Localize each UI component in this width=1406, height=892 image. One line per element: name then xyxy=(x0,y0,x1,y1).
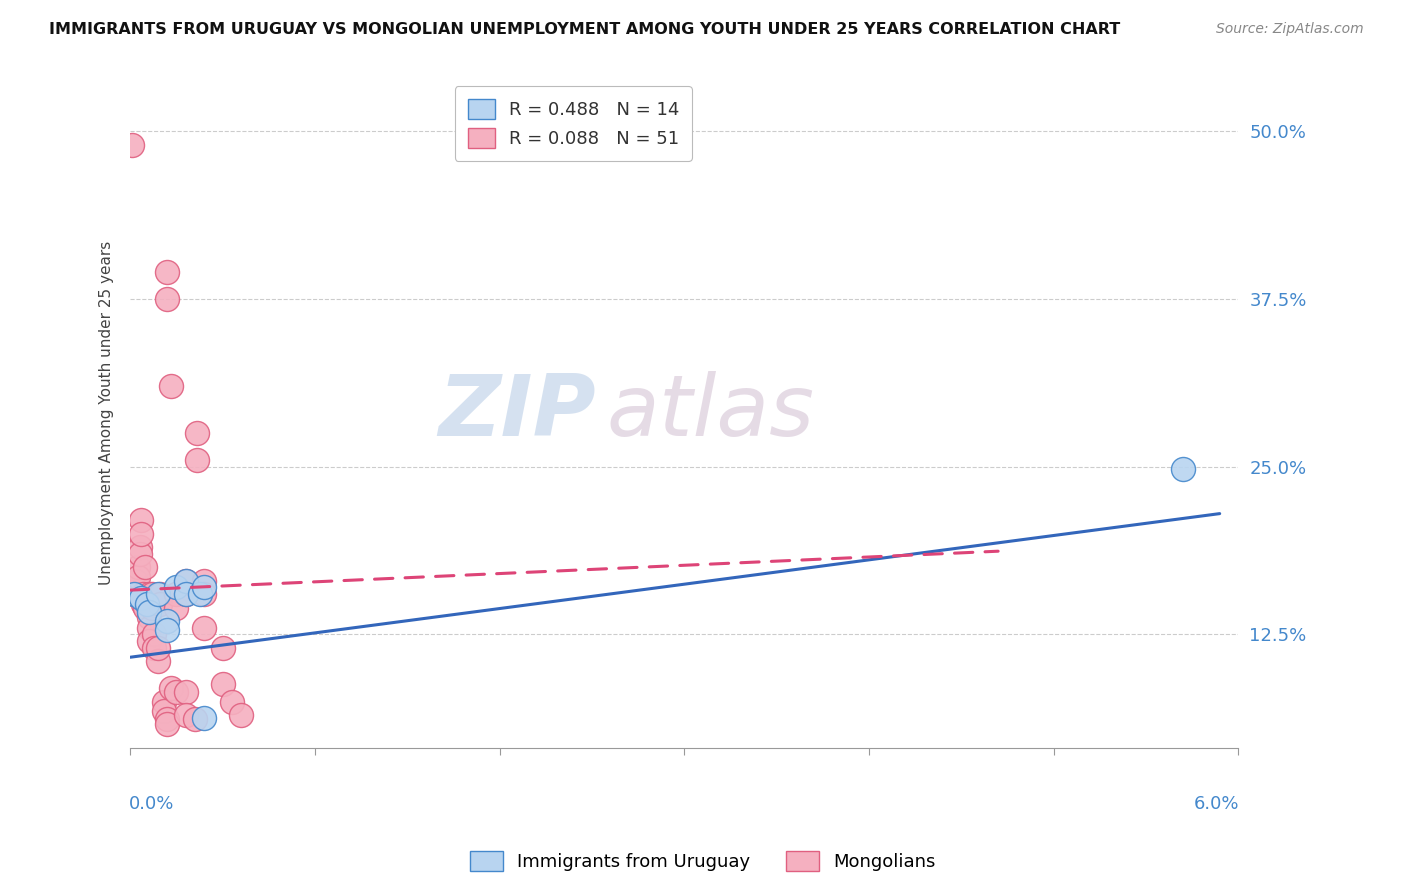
Point xyxy=(174,685,197,699)
Point xyxy=(138,610,160,624)
Point xyxy=(193,587,215,601)
Point xyxy=(193,574,215,588)
Point xyxy=(186,453,208,467)
Point xyxy=(166,685,188,699)
Point xyxy=(122,587,145,601)
Point xyxy=(138,634,160,648)
Point xyxy=(128,547,150,561)
Point xyxy=(146,640,169,655)
Point xyxy=(143,627,166,641)
Point xyxy=(134,600,156,615)
Point xyxy=(156,717,179,731)
Text: Source: ZipAtlas.com: Source: ZipAtlas.com xyxy=(1216,22,1364,37)
Point xyxy=(166,587,188,601)
Point xyxy=(156,292,179,306)
Point xyxy=(174,587,197,601)
Point xyxy=(132,587,155,601)
Point xyxy=(138,621,160,635)
Point xyxy=(186,426,208,441)
Point xyxy=(211,640,233,655)
Point xyxy=(152,694,174,708)
Point xyxy=(156,614,179,628)
Point xyxy=(193,621,215,635)
Point xyxy=(121,137,143,152)
Point xyxy=(1171,462,1194,476)
Point xyxy=(149,597,172,611)
Point xyxy=(211,677,233,691)
Point xyxy=(174,707,197,722)
Point xyxy=(229,707,252,722)
Point xyxy=(193,581,215,595)
Point xyxy=(146,654,169,668)
Text: ZIP: ZIP xyxy=(439,371,596,454)
Point xyxy=(141,600,163,615)
Legend: Immigrants from Uruguay, Mongolians: Immigrants from Uruguay, Mongolians xyxy=(463,844,943,879)
Point xyxy=(127,570,149,584)
Text: 0.0%: 0.0% xyxy=(129,796,174,814)
Text: 6.0%: 6.0% xyxy=(1194,796,1239,814)
Point xyxy=(184,712,207,726)
Point xyxy=(122,587,145,601)
Point xyxy=(156,712,179,726)
Text: IMMIGRANTS FROM URUGUAY VS MONGOLIAN UNEMPLOYMENT AMONG YOUTH UNDER 25 YEARS COR: IMMIGRANTS FROM URUGUAY VS MONGOLIAN UNE… xyxy=(49,22,1121,37)
Legend: R = 0.488   N = 14, R = 0.088   N = 51: R = 0.488 N = 14, R = 0.088 N = 51 xyxy=(456,87,692,161)
Y-axis label: Unemployment Among Youth under 25 years: Unemployment Among Youth under 25 years xyxy=(100,241,114,585)
Point xyxy=(131,513,153,527)
Point xyxy=(160,681,183,695)
Point xyxy=(136,597,159,611)
Point xyxy=(131,591,153,606)
Point xyxy=(143,640,166,655)
Point xyxy=(146,587,169,601)
Point xyxy=(125,574,148,588)
Point xyxy=(127,560,149,574)
Point xyxy=(138,587,160,601)
Point xyxy=(221,694,243,708)
Point xyxy=(190,587,212,601)
Point xyxy=(138,597,160,611)
Point xyxy=(160,379,183,393)
Point xyxy=(132,597,155,611)
Point xyxy=(193,710,215,724)
Point xyxy=(152,704,174,718)
Point xyxy=(128,540,150,554)
Point xyxy=(166,581,188,595)
Text: atlas: atlas xyxy=(607,371,814,454)
Point xyxy=(166,600,188,615)
Point xyxy=(174,587,197,601)
Point xyxy=(149,587,172,601)
Point xyxy=(138,605,160,619)
Point xyxy=(174,574,197,588)
Point xyxy=(156,624,179,638)
Point xyxy=(141,587,163,601)
Point xyxy=(134,560,156,574)
Point xyxy=(131,526,153,541)
Point xyxy=(174,574,197,588)
Point xyxy=(156,265,179,279)
